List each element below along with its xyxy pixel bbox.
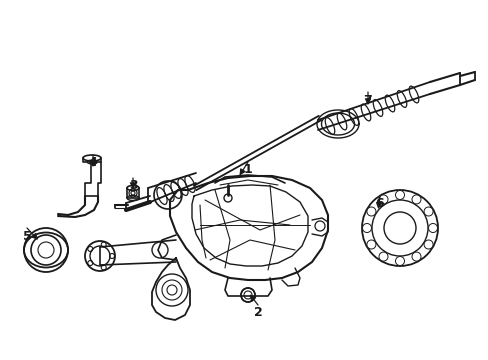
- Circle shape: [378, 195, 387, 204]
- Text: 2: 2: [253, 306, 262, 320]
- Text: 5: 5: [22, 230, 31, 243]
- Circle shape: [427, 224, 437, 233]
- Circle shape: [395, 190, 404, 199]
- Circle shape: [362, 224, 371, 233]
- Text: 3: 3: [128, 180, 137, 193]
- Text: 4: 4: [88, 157, 97, 170]
- Circle shape: [411, 252, 420, 261]
- Circle shape: [423, 240, 432, 249]
- Text: 1: 1: [243, 163, 252, 176]
- Circle shape: [378, 252, 387, 261]
- Text: 6: 6: [375, 198, 384, 211]
- Circle shape: [411, 195, 420, 204]
- Circle shape: [366, 240, 375, 249]
- Circle shape: [395, 256, 404, 265]
- Circle shape: [366, 207, 375, 216]
- Text: 7: 7: [363, 94, 372, 107]
- Circle shape: [423, 207, 432, 216]
